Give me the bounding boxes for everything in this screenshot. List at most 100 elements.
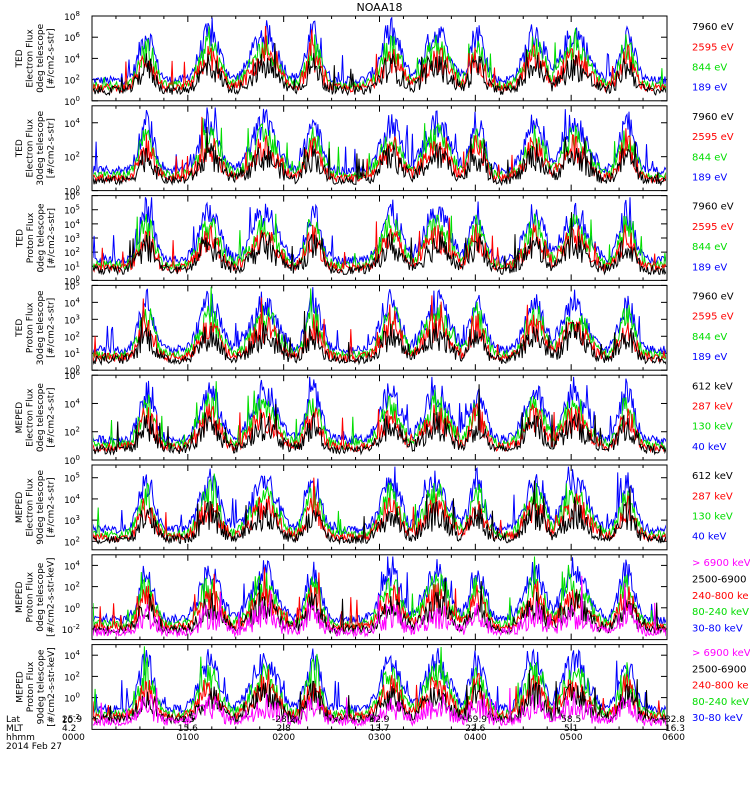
y-axis-label: [#/cm2-s-str] — [47, 208, 57, 268]
series-line — [93, 212, 666, 276]
legend-entry: 7960 eV — [692, 22, 734, 33]
y-axis-label: 90deg telescope — [36, 649, 46, 724]
footer-lat-value: -32.8 — [662, 715, 686, 725]
legend-entry: 130 keV — [692, 422, 733, 433]
footer-mlt-value: 22.6 — [465, 724, 485, 734]
y-axis-label: TED — [15, 319, 25, 338]
footer-date: 2014 Feb 27 — [6, 742, 62, 752]
y-axis-label: Proton Flux — [26, 302, 36, 353]
y-axis-label: 0deg telescope — [36, 23, 46, 93]
series-line — [93, 295, 666, 363]
y-tick-label: 105 — [64, 472, 80, 485]
legend-entry: 240-800 ke — [692, 591, 749, 602]
series-traces — [93, 107, 666, 187]
y-axis-label: TED — [15, 49, 25, 68]
series-line — [93, 384, 666, 456]
y-axis-label: [#/cm2-s-str-keV] — [47, 647, 57, 726]
y-tick-label: 103 — [64, 232, 80, 245]
series-traces — [93, 17, 666, 97]
y-tick-label: 10-2 — [62, 623, 80, 636]
footer-row-label: Lat — [6, 715, 21, 725]
footer-mlt-value: 16.3 — [665, 724, 685, 734]
series-traces — [93, 376, 666, 456]
series-traces — [93, 197, 666, 276]
legend-entry: 189 eV — [692, 173, 727, 184]
footer-hhmm-value: 0500 — [560, 733, 583, 743]
y-tick-label: 102 — [64, 426, 80, 439]
legend-entry: > 6900 keV — [692, 558, 750, 569]
series-line — [93, 197, 666, 266]
y-axis-label: 90deg telescope — [36, 470, 46, 545]
legend-entry: 30-80 keV — [692, 713, 743, 724]
legend-entry: 189 eV — [692, 262, 727, 273]
y-axis-label: MEPED — [15, 671, 25, 703]
legend-entry: 287 keV — [692, 491, 733, 502]
y-tick-label: 108 — [64, 10, 80, 23]
legend-entry: 130 keV — [692, 512, 733, 523]
legend-entry: 2595 eV — [692, 42, 734, 53]
series-traces — [93, 466, 666, 546]
y-axis-label: Electron Flux — [26, 118, 36, 177]
y-tick-label: 100 — [64, 454, 80, 467]
y-tick-label: 104 — [64, 117, 80, 130]
y-axis-label: [#/cm2-s-str] — [47, 477, 57, 537]
legend-entry: 80-240 keV — [692, 697, 749, 708]
y-axis-label: 0deg telescope — [36, 383, 46, 453]
footer-row-label: MLT — [6, 724, 24, 734]
panel-frame — [91, 554, 668, 641]
y-tick-label: 102 — [64, 151, 80, 164]
legend-entry: 2595 eV — [692, 222, 734, 233]
y-tick-label: 101 — [64, 347, 80, 360]
series-line — [93, 126, 666, 187]
legend-entry: 2595 eV — [692, 132, 734, 143]
y-axis-label: MEPED — [15, 402, 25, 434]
legend-entry: > 6900 keV — [692, 648, 750, 659]
y-axis-label: [#/cm2-s-str] — [47, 388, 57, 448]
series-line — [93, 287, 666, 356]
y-axis-label: 0deg telescope — [36, 562, 46, 632]
y-tick-label: 102 — [64, 535, 80, 548]
legend-entry: 612 keV — [692, 381, 733, 392]
panel-frame — [91, 105, 668, 192]
legend-entry: 7960 eV — [692, 112, 734, 123]
legend-entry: 240-800 ke — [692, 681, 749, 692]
y-axis-label: TED — [15, 139, 25, 158]
footer-row-label: hhmm — [6, 733, 35, 743]
series-line — [93, 556, 666, 625]
y-tick-label: 104 — [64, 649, 80, 662]
footer-mlt-value: 2.8 — [277, 724, 292, 734]
y-axis-label: [#/cm2-s-str] — [47, 118, 57, 178]
legend-entry: 40 keV — [692, 442, 726, 453]
footer-hhmm-value: 0400 — [464, 733, 487, 743]
series-line — [93, 17, 666, 87]
y-tick-label: 104 — [64, 52, 80, 65]
y-tick-label: 106 — [64, 31, 80, 44]
series-line — [93, 473, 666, 541]
series-traces — [93, 287, 666, 366]
legend-entry: 189 eV — [692, 352, 727, 363]
y-tick-label: 102 — [64, 330, 80, 343]
footer-mlt-value: 13.7 — [369, 724, 389, 734]
legend-entry: 7960 eV — [692, 202, 734, 213]
y-tick-label: 104 — [64, 296, 80, 309]
series-line — [93, 646, 666, 720]
y-axis-label: Electron Flux — [26, 477, 36, 536]
y-tick-label: 104 — [64, 218, 80, 231]
footer-hhmm-value: 0000 — [62, 733, 85, 743]
y-axis-label: Proton Flux — [26, 661, 36, 712]
y-tick-label: 102 — [64, 74, 80, 87]
legend-entry: 844 eV — [692, 242, 727, 253]
y-axis-label: TED — [15, 229, 25, 248]
y-tick-label: 102 — [64, 246, 80, 259]
series-line — [93, 480, 666, 546]
series-line — [93, 25, 666, 94]
series-line — [93, 310, 666, 366]
y-axis-label: [#/cm2-s-str] — [47, 298, 57, 358]
panel-7: 10-2 100 102 104 MEPED Proton Flux 0deg telesc… — [15, 554, 750, 641]
y-axis-label: MEPED — [15, 581, 25, 613]
series-line — [93, 26, 666, 92]
